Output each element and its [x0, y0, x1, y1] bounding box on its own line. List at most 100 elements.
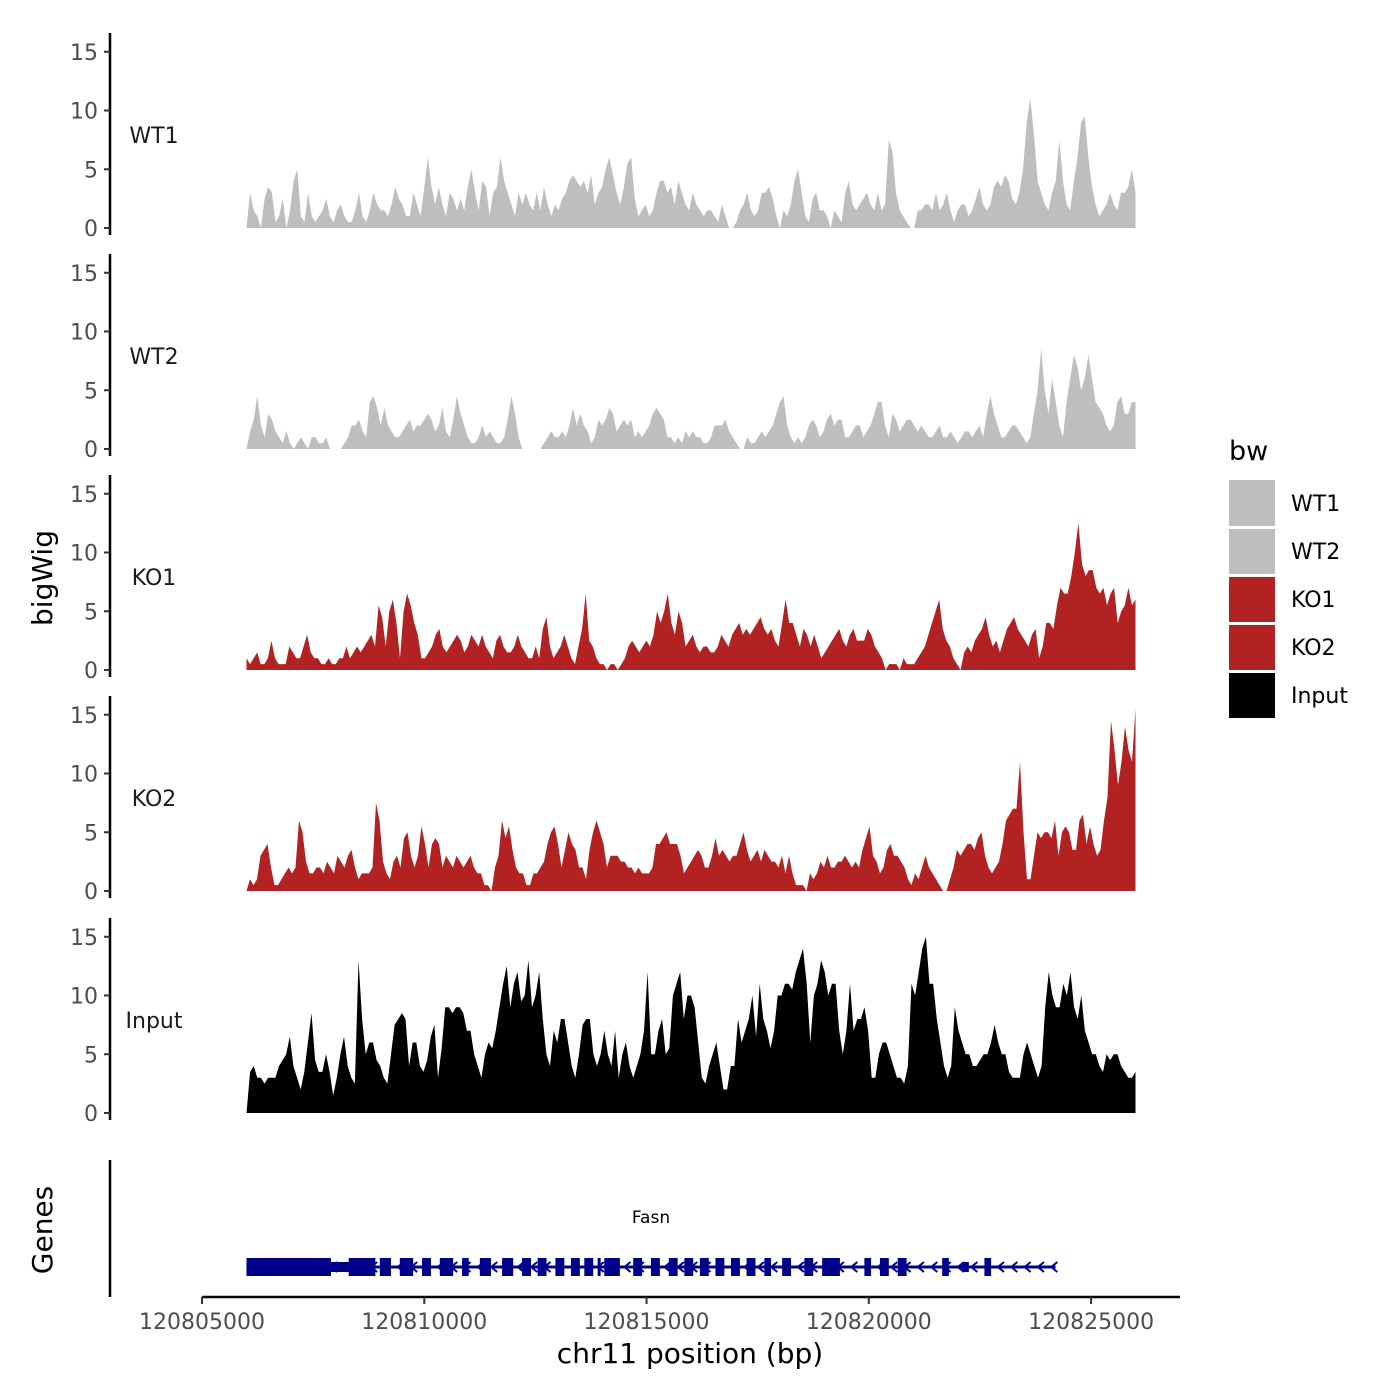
exon-block [782, 1258, 792, 1276]
exon-block [462, 1258, 469, 1276]
strand-arrow [662, 1261, 672, 1273]
track-label: WT2 [129, 345, 178, 370]
x-tick-label: 120825000 [1028, 1310, 1154, 1335]
y-tick-label: 5 [84, 379, 98, 404]
x-tick-label: 120815000 [584, 1310, 710, 1335]
y-tick-label: 10 [70, 542, 98, 567]
exon-block [984, 1258, 992, 1276]
y-tick-label: 0 [84, 880, 98, 905]
utr-block [330, 1262, 349, 1272]
x-axis: 120805000 120810000 120815000 120820000 1208… [139, 1295, 1180, 1335]
y-tick-label: 0 [84, 659, 98, 684]
y-tick-label: 5 [84, 1043, 98, 1068]
y-tick-label: 5 [84, 821, 98, 846]
strand-arrow [969, 1261, 978, 1273]
exon-block [699, 1258, 709, 1276]
strand-arrow [996, 1261, 1005, 1273]
strand-arrow [529, 1261, 538, 1273]
x-tick-label: 120820000 [806, 1310, 932, 1335]
exon-block [522, 1258, 531, 1276]
exon-block [715, 1258, 725, 1276]
exon-block [479, 1258, 491, 1276]
legend-title: bw [1229, 436, 1268, 467]
exon-block [584, 1258, 594, 1276]
coverage-area-ko2 [246, 708, 1136, 891]
legend-label-input: Input [1291, 684, 1348, 709]
y-tick-label: 15 [70, 41, 98, 66]
track-ko2: 0 5 10 15 KO2 [70, 696, 1136, 905]
y-tick-label: 5 [84, 600, 98, 625]
exon-block [570, 1258, 580, 1276]
exon-block [422, 1258, 431, 1276]
exon-block [942, 1258, 949, 1276]
strand-arrow [489, 1261, 498, 1273]
legend-swatch-ko2 [1229, 624, 1275, 670]
legend-swatch-wt1 [1229, 480, 1275, 526]
exon-block [684, 1258, 694, 1276]
exon-block [604, 1258, 620, 1276]
y-tick-label: 15 [70, 704, 98, 729]
track-wt1: 0 5 10 15 WT1 [70, 33, 1136, 242]
legend-label-ko1: KO1 [1291, 588, 1336, 613]
track-label: Input [126, 1009, 183, 1034]
coverage-area-ko1 [246, 523, 1136, 670]
gene-name-label: Fasn [632, 1208, 670, 1228]
strand-arrow [756, 1261, 765, 1273]
legend: bw WT1 WT2 KO1 KO2 Input [1229, 436, 1348, 718]
genes-axis-title: Genes [26, 1186, 59, 1274]
exon-block [879, 1258, 889, 1276]
strand-arrow [929, 1261, 938, 1273]
strand-arrow [1049, 1261, 1058, 1273]
exon-block [555, 1258, 565, 1276]
y-axis-title: bigWig [26, 530, 59, 626]
legend-swatch-ko1 [1229, 576, 1275, 622]
y-tick-label: 0 [84, 438, 98, 463]
y-tick-label: 15 [70, 262, 98, 287]
strand-arrow [916, 1261, 925, 1273]
legend-label-wt1: WT1 [1291, 492, 1340, 517]
exon-block [502, 1258, 514, 1276]
y-tick-label: 15 [70, 926, 98, 951]
strand-arrow [1009, 1261, 1018, 1273]
strand-arrow [956, 1261, 965, 1273]
track-wt2: 0 5 10 15 WT2 [70, 254, 1136, 463]
track-ko1: 0 5 10 15 KO1 [70, 475, 1136, 684]
legend-label-ko2: KO2 [1291, 636, 1336, 661]
bigwig-tracks: 0 5 10 15 WT1 0 5 10 15 WT2 0 5 10 15 KO1 0 5 10 15 KO2 0 5 10… [70, 33, 1136, 1127]
strand-arrow [849, 1261, 858, 1273]
exon-block [348, 1258, 376, 1276]
y-tick-label: 10 [70, 763, 98, 788]
coverage-area-wt1 [246, 98, 1136, 228]
coverage-area-input [246, 936, 1136, 1113]
strand-arrow [1036, 1261, 1045, 1273]
exon-block [633, 1258, 643, 1276]
exon-block [537, 1258, 547, 1276]
y-tick-label: 10 [70, 100, 98, 125]
exon-block [764, 1258, 772, 1276]
exon-block [399, 1258, 414, 1276]
y-tick-label: 5 [84, 158, 98, 183]
exon-block [597, 1258, 601, 1276]
strand-arrow [676, 1261, 685, 1273]
strand-arrow [796, 1261, 805, 1273]
legend-label-wt2: WT2 [1291, 540, 1340, 565]
strand-arrow [622, 1261, 632, 1273]
y-tick-label: 10 [70, 321, 98, 346]
exon-block [897, 1258, 907, 1276]
y-tick-label: 10 [70, 985, 98, 1010]
x-axis-title: chr11 position (bp) [557, 1337, 823, 1370]
exon-block [246, 1258, 331, 1276]
gene-panel: Fasn [108, 1160, 1058, 1297]
exon-block [731, 1258, 740, 1276]
y-tick-label: 15 [70, 483, 98, 508]
track-label: KO2 [132, 787, 177, 812]
exon-block [439, 1258, 454, 1276]
strand-arrow [889, 1261, 898, 1273]
track-input: 0 5 10 15 Input [70, 918, 1136, 1127]
legend-swatch-input [1229, 672, 1275, 718]
exon-block [379, 1258, 391, 1276]
utr-block [962, 1262, 969, 1272]
exon-block [822, 1258, 840, 1276]
exon-block [804, 1258, 814, 1276]
